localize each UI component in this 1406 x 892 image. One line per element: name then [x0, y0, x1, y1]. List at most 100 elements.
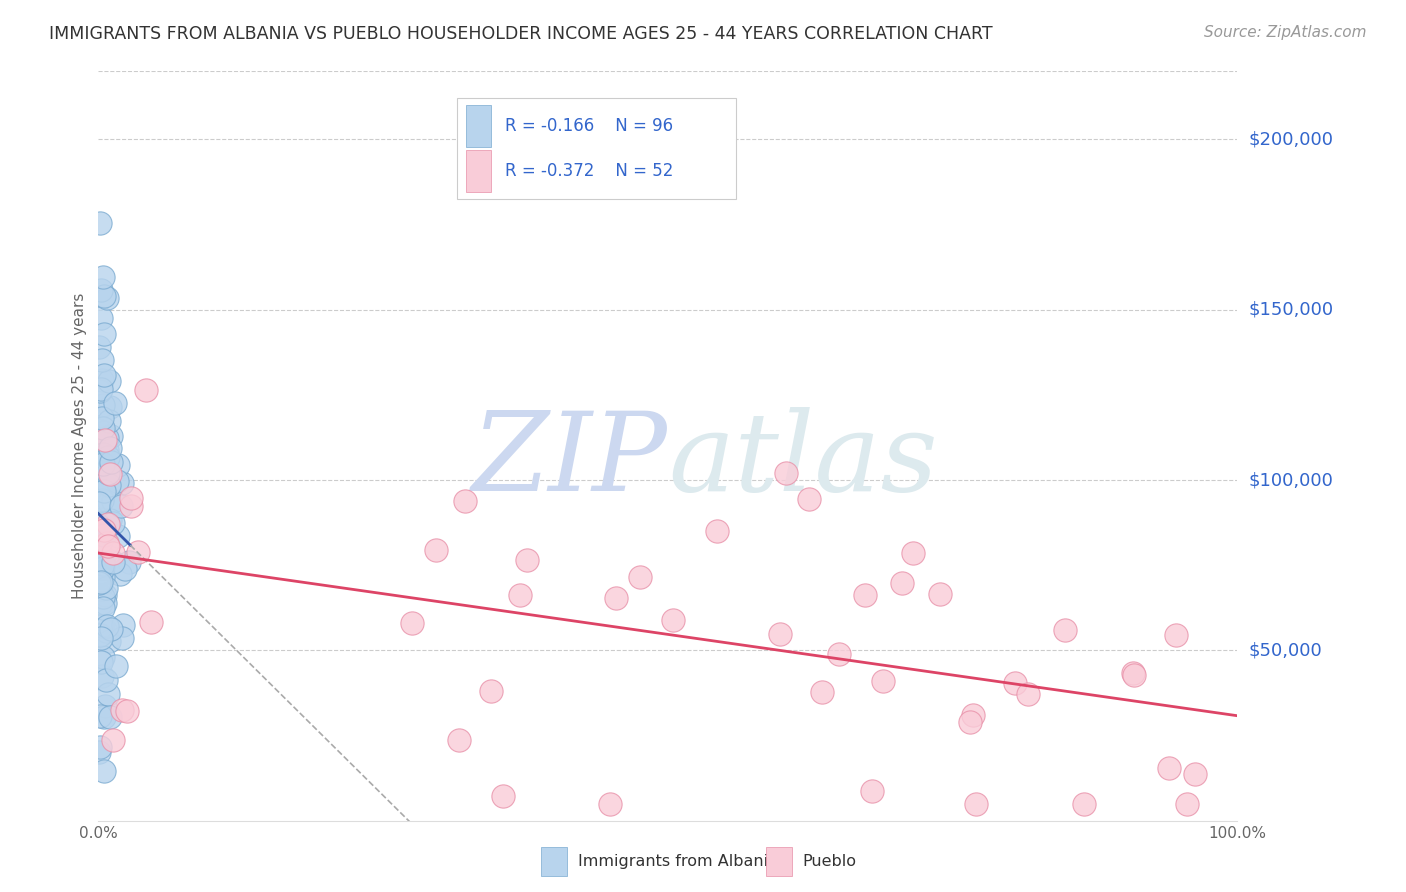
Text: R = -0.166    N = 96: R = -0.166 N = 96: [505, 117, 673, 135]
Point: [91, 373, 114, 387]
Point: [1004, 675, 1026, 690]
Point: [91, 457, 114, 471]
Point: [1164, 628, 1187, 642]
Point: [96, 431, 118, 445]
Point: [872, 673, 894, 688]
Point: [91, 649, 114, 664]
Point: [111, 476, 134, 491]
Point: [93, 326, 115, 341]
Point: [91, 457, 114, 471]
Point: [599, 797, 621, 811]
Point: [90, 575, 112, 590]
Point: [94, 434, 117, 448]
Point: [93, 472, 115, 486]
Point: [97, 413, 120, 427]
Text: $150,000: $150,000: [1249, 301, 1333, 318]
Point: [769, 627, 792, 641]
Point: [104, 396, 127, 410]
Point: [91, 447, 114, 461]
Point: [401, 616, 423, 631]
Point: [101, 732, 124, 747]
Point: [93, 528, 115, 542]
Point: [98, 478, 121, 492]
Point: [87, 576, 110, 591]
Point: [1017, 688, 1039, 702]
Point: [860, 784, 883, 798]
Point: [100, 401, 122, 415]
Point: [87, 568, 110, 582]
Point: [89, 496, 111, 510]
Text: atlas: atlas: [668, 408, 938, 515]
Point: [98, 467, 121, 481]
Point: [1175, 797, 1198, 811]
Point: [775, 466, 797, 480]
Point: [105, 475, 128, 489]
Point: [93, 588, 115, 602]
Point: [91, 561, 114, 575]
Point: [98, 710, 121, 724]
Point: [91, 558, 114, 572]
FancyBboxPatch shape: [457, 97, 737, 199]
Point: [97, 688, 120, 702]
Point: [100, 623, 122, 637]
Point: [96, 291, 118, 305]
Point: [89, 546, 111, 560]
Point: [91, 511, 114, 525]
Point: [97, 634, 120, 648]
Point: [91, 669, 114, 683]
Point: [118, 555, 141, 569]
Point: [1053, 623, 1076, 637]
Point: [93, 420, 115, 434]
Point: [96, 581, 118, 595]
Point: [93, 549, 115, 564]
Text: IMMIGRANTS FROM ALBANIA VS PUEBLO HOUSEHOLDER INCOME AGES 25 - 44 YEARS CORRELAT: IMMIGRANTS FROM ALBANIA VS PUEBLO HOUSEH…: [49, 25, 993, 43]
Point: [87, 519, 110, 533]
Point: [425, 543, 447, 558]
Point: [90, 655, 112, 669]
Point: [89, 384, 111, 398]
Point: [962, 708, 984, 723]
Point: [97, 517, 120, 532]
Point: [90, 619, 112, 633]
Point: [93, 764, 115, 779]
Point: [811, 684, 834, 698]
Point: [103, 555, 125, 569]
Point: [101, 494, 124, 508]
Point: [628, 570, 651, 584]
Point: [94, 624, 117, 639]
Point: [853, 588, 876, 602]
Point: [94, 698, 117, 713]
FancyBboxPatch shape: [467, 151, 491, 192]
Point: [100, 441, 122, 455]
Point: [1122, 665, 1144, 680]
Text: Immigrants from Albania: Immigrants from Albania: [578, 855, 778, 869]
FancyBboxPatch shape: [467, 105, 491, 146]
Point: [492, 789, 515, 803]
Point: [890, 576, 912, 591]
Point: [479, 684, 502, 698]
Point: [91, 398, 114, 412]
Text: $100,000: $100,000: [1249, 471, 1333, 489]
Text: Pueblo: Pueblo: [803, 855, 856, 869]
Point: [110, 499, 132, 513]
Point: [127, 544, 149, 558]
Point: [97, 450, 120, 464]
Point: [797, 492, 820, 507]
Point: [93, 570, 115, 584]
Point: [101, 516, 124, 531]
Point: [449, 733, 471, 747]
Point: [108, 567, 131, 582]
Point: [103, 546, 125, 560]
Point: [96, 536, 118, 550]
Point: [87, 423, 110, 437]
Point: [90, 311, 112, 326]
Point: [98, 374, 121, 388]
Point: [104, 658, 127, 673]
Point: [706, 524, 728, 539]
Point: [929, 587, 952, 601]
Point: [93, 425, 115, 439]
Point: [94, 596, 117, 610]
Point: [89, 458, 111, 472]
Point: [87, 517, 110, 532]
Point: [90, 353, 112, 368]
